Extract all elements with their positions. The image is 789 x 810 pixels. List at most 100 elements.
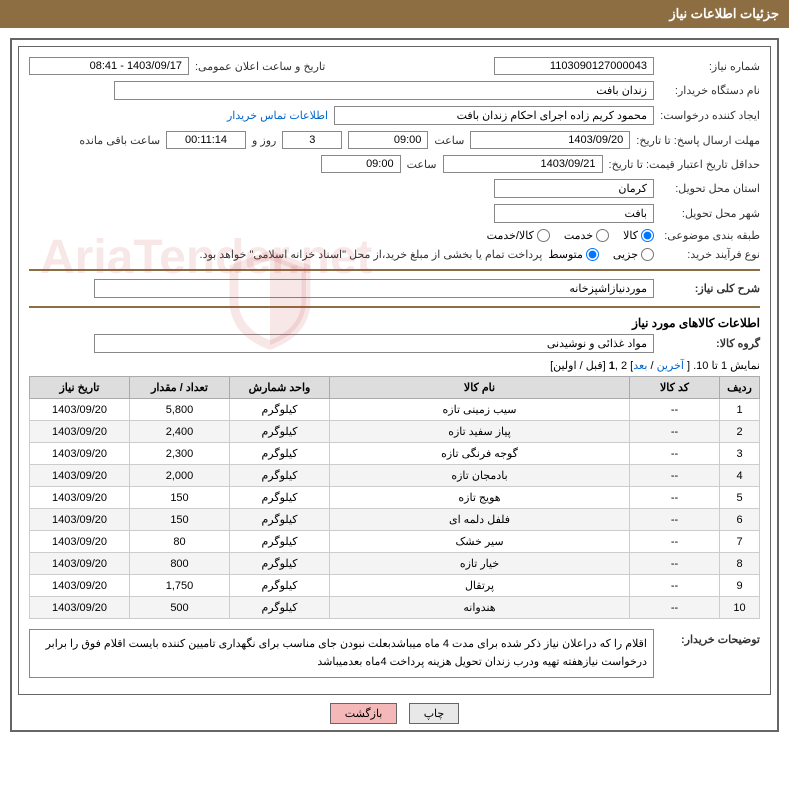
goods-group-field: مواد غذائی و نوشیدنی: [94, 334, 654, 353]
print-button[interactable]: چاپ: [409, 703, 460, 724]
radio-service-label: خدمت: [564, 229, 593, 242]
validity-label: حداقل تاریخ اعتبار قیمت: تا تاریخ:: [609, 158, 760, 171]
table-row: 10--هندوانهکیلوگرم5001403/09/20: [30, 597, 760, 619]
validity-time-field: 09:00: [321, 155, 401, 173]
radio-goods-service-label: کالا/خدمت: [487, 229, 534, 242]
table-cell: 7: [720, 531, 760, 553]
deadline-label: مهلت ارسال پاسخ: تا تاریخ:: [636, 134, 760, 147]
table-cell: 10: [720, 597, 760, 619]
summary-field: موردنیازاشپزخانه: [94, 279, 654, 298]
table-cell: 8: [720, 553, 760, 575]
category-radio-group: کالا خدمت کالا/خدمت: [487, 229, 654, 242]
table-cell: کیلوگرم: [230, 443, 330, 465]
table-cell: 1403/09/20: [30, 465, 130, 487]
province-label: استان محل تحویل:: [660, 182, 760, 195]
table-cell: 2,300: [130, 443, 230, 465]
table-cell: --: [630, 443, 720, 465]
table-cell: 1403/09/20: [30, 597, 130, 619]
requester-field: محمود کریم زاده اجرای احکام زندان بافت: [334, 106, 654, 125]
table-cell: کیلوگرم: [230, 531, 330, 553]
table-cell: 150: [130, 509, 230, 531]
table-cell: پیاز سفید تازه: [330, 421, 630, 443]
city-label: شهر محل تحویل:: [660, 207, 760, 220]
table-cell: --: [630, 509, 720, 531]
table-cell: گوجه فرنگی تازه: [330, 443, 630, 465]
back-button[interactable]: بازگشت: [330, 703, 398, 724]
radio-goods-service[interactable]: کالا/خدمت: [487, 229, 550, 242]
table-cell: 1403/09/20: [30, 575, 130, 597]
table-cell: کیلوگرم: [230, 487, 330, 509]
table-cell: 1403/09/20: [30, 531, 130, 553]
page-sep2: ] 2 ,: [615, 360, 633, 372]
table-cell: --: [630, 597, 720, 619]
table-cell: 3: [720, 443, 760, 465]
table-cell: --: [630, 531, 720, 553]
goods-group-label: گروه کالا:: [660, 337, 760, 350]
table-cell: 4: [720, 465, 760, 487]
table-row: 7--سیر خشککیلوگرم801403/09/20: [30, 531, 760, 553]
goods-table: ردیف کد کالا نام کالا واحد شمارش تعداد /…: [29, 376, 760, 619]
table-cell: سیر خشک: [330, 531, 630, 553]
table-row: 2--پیاز سفید تازهکیلوگرم2,4001403/09/20: [30, 421, 760, 443]
province-field: کرمان: [494, 179, 654, 198]
need-number-field: 1103090127000043: [494, 57, 654, 75]
table-row: 1--سیب زمینی تازهکیلوگرم5,8001403/09/20: [30, 399, 760, 421]
table-cell: 2: [720, 421, 760, 443]
table-cell: خیار تازه: [330, 553, 630, 575]
th-date: تاریخ نیاز: [30, 377, 130, 399]
payment-note: پرداخت تمام یا بخشی از مبلغ خرید،از محل …: [200, 248, 543, 261]
table-row: 9--پرتقالکیلوگرم1,7501403/09/20: [30, 575, 760, 597]
table-cell: --: [630, 465, 720, 487]
radio-small[interactable]: جزیی: [613, 248, 654, 261]
table-cell: کیلوگرم: [230, 597, 330, 619]
radio-service[interactable]: خدمت: [564, 229, 609, 242]
table-cell: 1403/09/20: [30, 443, 130, 465]
table-cell: 80: [130, 531, 230, 553]
summary-label: شرح کلی نیاز:: [660, 282, 760, 295]
table-cell: 9: [720, 575, 760, 597]
table-cell: 1403/09/20: [30, 399, 130, 421]
table-cell: --: [630, 553, 720, 575]
table-cell: پرتقال: [330, 575, 630, 597]
time-label-2: ساعت: [407, 158, 437, 171]
main-container: شماره نیاز: 1103090127000043 تاریخ و ساع…: [10, 38, 779, 732]
radio-medium-label: متوسط: [548, 248, 583, 261]
buyer-org-label: نام دستگاه خریدار:: [660, 84, 760, 97]
page-next-link[interactable]: بعد: [633, 360, 647, 372]
table-cell: 6: [720, 509, 760, 531]
divider-1: [29, 269, 760, 271]
table-cell: 5: [720, 487, 760, 509]
table-cell: 1: [720, 399, 760, 421]
table-cell: 1,750: [130, 575, 230, 597]
table-row: 3--گوجه فرنگی تازهکیلوگرم2,3001403/09/20: [30, 443, 760, 465]
page-prefix: نمایش 1 تا 10. [: [684, 360, 760, 372]
table-cell: بادمجان تازه: [330, 465, 630, 487]
table-cell: کیلوگرم: [230, 465, 330, 487]
table-cell: 150: [130, 487, 230, 509]
th-code: کد کالا: [630, 377, 720, 399]
table-cell: 800: [130, 553, 230, 575]
process-label: نوع فرآیند خرید:: [660, 248, 760, 261]
table-cell: 500: [130, 597, 230, 619]
need-number-label: شماره نیاز:: [660, 60, 760, 73]
th-row: ردیف: [720, 377, 760, 399]
announce-date-label: تاریخ و ساعت اعلان عمومی:: [195, 60, 325, 73]
table-cell: 1403/09/20: [30, 421, 130, 443]
table-row: 8--خیار تازهکیلوگرم8001403/09/20: [30, 553, 760, 575]
page-sep1: /: [647, 360, 656, 372]
deadline-time-field: 09:00: [348, 131, 428, 149]
table-cell: کیلوگرم: [230, 399, 330, 421]
page-header: جزئیات اطلاعات نیاز: [0, 0, 789, 28]
button-row: چاپ بازگشت: [18, 703, 771, 724]
table-cell: کیلوگرم: [230, 553, 330, 575]
days-and-label: روز و: [252, 134, 276, 147]
buyer-desc-label: توضیحات خریدار:: [660, 629, 760, 646]
table-cell: 2,400: [130, 421, 230, 443]
buyer-org-field: زندان بافت: [114, 81, 654, 100]
divider-2: [29, 306, 760, 308]
radio-goods[interactable]: کالا: [623, 229, 654, 242]
radio-medium[interactable]: متوسط: [548, 248, 599, 261]
announce-date-field: 1403/09/17 - 08:41: [29, 57, 189, 75]
contact-link[interactable]: اطلاعات تماس خریدار: [227, 109, 328, 122]
page-last-link[interactable]: آخرین: [657, 360, 684, 372]
